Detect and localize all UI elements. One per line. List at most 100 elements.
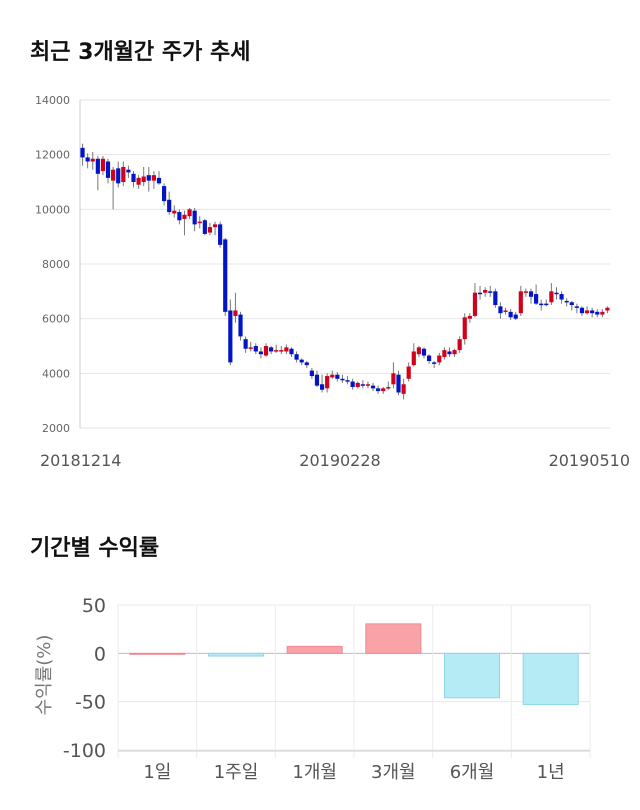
candle-body (100, 158, 106, 172)
x-tick-label: 1주일 (214, 762, 259, 783)
candle (100, 156, 106, 176)
candle-body (467, 315, 472, 319)
candle (131, 171, 136, 188)
candle (472, 283, 478, 318)
candle (314, 370, 320, 387)
candle (544, 299, 549, 307)
price-trend-title: 최근 3개월간 주가 추세 (30, 40, 251, 65)
candle (116, 161, 121, 188)
candle-body (269, 347, 274, 352)
candle (289, 347, 294, 357)
candle-body (401, 384, 406, 394)
candle (161, 183, 167, 206)
candle (360, 380, 365, 389)
y-tick-label: 8000 (42, 258, 70, 271)
candle-body (131, 173, 136, 182)
candle (111, 166, 116, 210)
returns-bars (129, 623, 579, 706)
y-tick-label: 4000 (42, 367, 70, 380)
candle-body (161, 186, 167, 202)
candle-body (325, 376, 330, 389)
candle (233, 292, 238, 323)
candle-body (126, 169, 131, 173)
returns-x-ticks: 1일 1주일 1개월 3개월 6개월 1년 (143, 762, 564, 783)
candle (600, 309, 605, 318)
return-bar (522, 652, 579, 706)
candle (386, 381, 391, 390)
candle-body (111, 169, 116, 181)
candle (187, 207, 192, 219)
candle-body (95, 158, 100, 174)
y-tick-label: 2000 (42, 422, 70, 435)
y-tick-label: -50 (75, 692, 106, 714)
candle (223, 238, 228, 316)
candle (330, 370, 335, 379)
x-tick-label: 3개월 (371, 762, 416, 783)
candle (391, 362, 396, 389)
candle (325, 373, 330, 393)
candle (146, 166, 151, 192)
candle-body (442, 350, 447, 357)
candle-body (187, 209, 192, 217)
candle-body (381, 388, 386, 392)
candle-body (207, 227, 213, 233)
returns-bar-chart: 50 0 -50 -100 1일 1주일 1개월 3개월 6개월 1년 수익률(%) (34, 595, 591, 783)
candle (151, 171, 156, 189)
candle-body (274, 350, 279, 352)
candle (488, 285, 493, 297)
candle-body (105, 161, 111, 178)
candle (207, 223, 213, 236)
candle-body (304, 362, 309, 366)
candle (269, 346, 274, 355)
candle (528, 288, 534, 304)
candle (503, 307, 508, 315)
candle-body (579, 307, 585, 314)
candle-body (528, 291, 534, 297)
candle (238, 311, 243, 341)
candle-body (289, 348, 294, 355)
candle-body (202, 220, 207, 234)
candle (370, 382, 376, 392)
candle-body (299, 359, 304, 363)
candle (218, 221, 223, 248)
y-tick-label: 50 (82, 595, 106, 617)
candle (411, 343, 416, 367)
candle (172, 205, 177, 218)
candle-body (518, 291, 523, 314)
candle (156, 171, 162, 185)
candle-body (146, 175, 151, 181)
candle (309, 367, 314, 379)
returns-title: 기간별 수익률 (30, 536, 160, 561)
candle-body (534, 294, 539, 304)
candle (574, 303, 579, 314)
candle-body (156, 177, 162, 184)
candle-body (564, 300, 569, 303)
candle-body (90, 158, 95, 162)
candle (304, 361, 309, 368)
candle (284, 344, 289, 355)
candle (467, 313, 472, 323)
candle (105, 158, 111, 184)
candle-body (284, 347, 289, 352)
candle (493, 288, 498, 308)
candlestick-y-ticks: 2000 4000 6000 8000 10000 12000 14000 (35, 94, 70, 435)
candle (253, 343, 258, 355)
candle (319, 374, 325, 393)
candle-body (85, 157, 90, 162)
candle-body (335, 374, 340, 379)
candle-body (314, 374, 320, 386)
candle (126, 165, 131, 178)
x-tick-label: 1년 (537, 762, 565, 783)
candle-body (447, 351, 452, 355)
candle-body (192, 210, 197, 225)
candle-body (116, 168, 121, 184)
candle-body (411, 351, 416, 366)
candle (355, 381, 360, 389)
candle-body (365, 384, 371, 386)
candle-body (319, 384, 325, 390)
candle (518, 285, 523, 316)
x-tick-label: 6개월 (450, 762, 495, 783)
candle (508, 309, 513, 321)
candle (605, 306, 610, 314)
